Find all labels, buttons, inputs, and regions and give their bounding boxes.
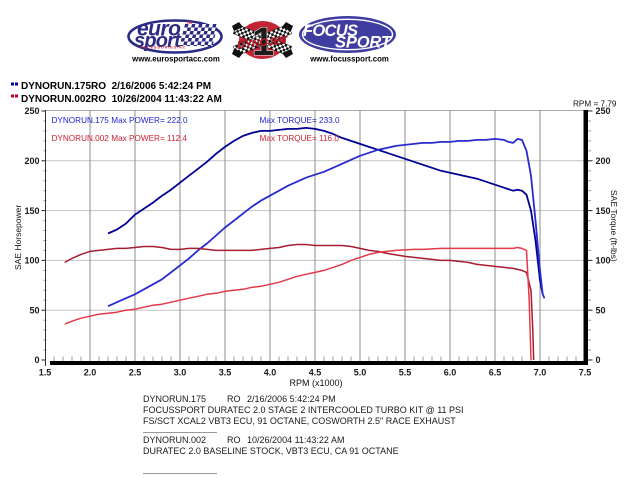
svg-text:DYNORUN.175: DYNORUN.175 <box>52 116 110 125</box>
svg-text:50: 50 <box>596 305 606 315</box>
svg-text:2.0: 2.0 <box>84 368 97 378</box>
svg-text:A C C E S S O R I E S I N C: A C C E S S O R I E S I N C <box>140 46 186 50</box>
svg-text:DYNORUN.002: DYNORUN.002 <box>52 134 110 143</box>
svg-text:200: 200 <box>596 156 611 166</box>
svg-text:250: 250 <box>596 106 611 116</box>
svg-text:sport: sport <box>134 30 182 52</box>
svg-text:SPORT: SPORT <box>335 34 393 52</box>
svg-text:Max TORQUE= 116.0: Max TORQUE= 116.0 <box>260 134 340 143</box>
svg-text:Max TORQUE= 233.0: Max TORQUE= 233.0 <box>260 116 340 125</box>
svg-text:RPM (x1000): RPM (x1000) <box>289 378 342 388</box>
svg-text:www.focussport.com: www.focussport.com <box>309 55 389 64</box>
svg-text:6.5: 6.5 <box>489 368 502 378</box>
svg-text:5.5: 5.5 <box>399 368 412 378</box>
svg-text:7.5: 7.5 <box>579 368 592 378</box>
svg-text:FOCUS: FOCUS <box>303 22 358 40</box>
svg-text:2.5: 2.5 <box>129 368 142 378</box>
svg-text:7.0: 7.0 <box>534 368 547 378</box>
svg-text:100: 100 <box>596 256 611 266</box>
svg-text:1: 1 <box>252 20 274 64</box>
svg-text:Max POWER= 112.4: Max POWER= 112.4 <box>111 134 187 143</box>
svg-text:150: 150 <box>596 206 611 216</box>
svg-text:4.0: 4.0 <box>264 368 277 378</box>
svg-text:SAE Torque (ft-lbs): SAE Torque (ft-lbs) <box>609 190 619 262</box>
svg-text:250: 250 <box>24 106 39 116</box>
svg-text:6.0: 6.0 <box>444 368 457 378</box>
svg-text:www.eurosportacc.com: www.eurosportacc.com <box>131 55 220 64</box>
svg-text:3.0: 3.0 <box>174 368 187 378</box>
svg-text:3.5: 3.5 <box>219 368 232 378</box>
svg-text:100: 100 <box>24 256 39 266</box>
svg-text:0: 0 <box>596 355 601 365</box>
svg-text:1.5: 1.5 <box>39 368 52 378</box>
svg-text:DYNOJET: DYNOJET <box>237 34 290 51</box>
svg-text:150: 150 <box>24 206 39 216</box>
svg-text:SAE Horsepower: SAE Horsepower <box>13 205 23 270</box>
svg-text:euro: euro <box>137 18 181 41</box>
svg-text:200: 200 <box>24 156 39 166</box>
svg-text:RPM = 7.79: RPM = 7.79 <box>573 100 617 109</box>
svg-text:Max POWER= 222.0: Max POWER= 222.0 <box>111 116 188 125</box>
svg-text:0: 0 <box>34 355 39 365</box>
svg-text:5.0: 5.0 <box>354 368 367 378</box>
svg-text:TM: TM <box>186 20 192 25</box>
svg-text:4.5: 4.5 <box>309 368 322 378</box>
svg-text:50: 50 <box>29 305 39 315</box>
